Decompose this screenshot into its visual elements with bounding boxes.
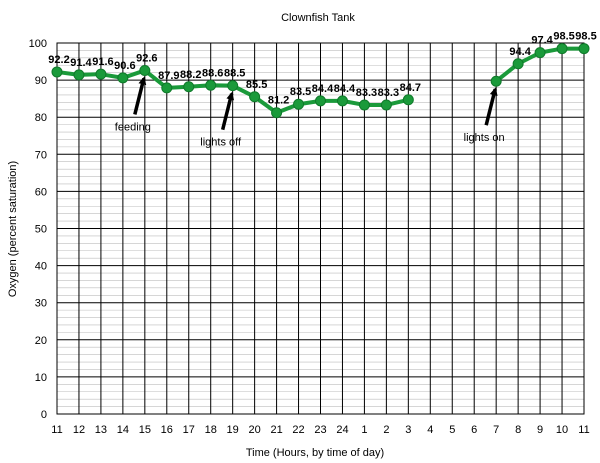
plot-frame xyxy=(56,42,585,415)
y-tick-label: 80 xyxy=(35,112,47,124)
annotations: feeding lights off lights on xyxy=(115,76,505,149)
data-point xyxy=(490,75,502,87)
data-label: 90.6 xyxy=(114,60,135,72)
y-tick-label: 70 xyxy=(35,149,47,161)
data-point xyxy=(556,43,568,55)
x-tick-label: 18 xyxy=(205,424,217,436)
data-point xyxy=(358,99,370,111)
x-tick-label: 7 xyxy=(493,424,499,436)
chart-title: Clownfish Tank xyxy=(281,12,355,24)
y-tick-label: 90 xyxy=(35,75,47,87)
x-tick-label: 19 xyxy=(227,424,239,436)
data-point xyxy=(73,69,85,81)
x-tick-label: 3 xyxy=(405,424,411,436)
data-point xyxy=(380,99,392,111)
y-tick-label: 20 xyxy=(35,335,47,347)
y-tick-label: 30 xyxy=(35,298,47,310)
data-point xyxy=(161,82,173,94)
data-label: 91.4 xyxy=(70,57,92,69)
x-tick-label: 6 xyxy=(471,424,477,436)
data-point xyxy=(271,107,283,119)
y-axis-ticks: 0 10 20 30 40 50 60 70 80 90 100 xyxy=(29,38,47,421)
data-label: 98.5 xyxy=(575,31,596,43)
x-tick-label: 23 xyxy=(314,424,326,436)
data-point xyxy=(117,72,129,84)
data-label: 81.2 xyxy=(268,95,289,107)
data-point xyxy=(534,47,546,59)
data-point xyxy=(183,81,195,93)
data-label: 92.2 xyxy=(48,54,69,66)
x-axis-label: Time (Hours, by time of day) xyxy=(246,447,384,459)
data-point xyxy=(293,98,305,110)
data-point xyxy=(51,66,63,78)
x-tick-label: 17 xyxy=(183,424,195,436)
data-label: 97.4 xyxy=(531,35,553,47)
data-label: 94.4 xyxy=(509,46,531,58)
annotation-arrow xyxy=(220,91,235,131)
data-label: 84.7 xyxy=(400,82,421,94)
x-tick-label: 12 xyxy=(73,424,85,436)
data-label: 88.6 xyxy=(202,67,223,79)
data-point xyxy=(205,79,217,91)
x-tick-label: 11 xyxy=(51,424,62,436)
x-tick-label: 15 xyxy=(139,424,151,436)
x-tick-label: 22 xyxy=(292,424,304,436)
data-label: 91.6 xyxy=(92,56,113,68)
data-label: 83.5 xyxy=(290,86,311,98)
y-tick-label: 0 xyxy=(41,409,47,421)
data-point xyxy=(402,94,414,106)
data-point xyxy=(95,68,107,80)
annotation-label: lights off xyxy=(200,137,242,149)
data-point xyxy=(336,95,348,107)
data-label: 83.3 xyxy=(356,87,377,99)
y-axis-label: Oxygen (percent saturation) xyxy=(7,161,19,297)
data-label: 87.9 xyxy=(158,70,179,82)
x-tick-label: 4 xyxy=(427,424,433,436)
data-label: 98.5 xyxy=(553,31,574,43)
x-tick-label: 24 xyxy=(336,424,348,436)
data-point xyxy=(139,64,151,76)
y-tick-label: 10 xyxy=(35,372,47,384)
x-tick-label: 16 xyxy=(161,424,173,436)
x-tick-label: 1 xyxy=(361,424,367,436)
x-tick-label: 13 xyxy=(95,424,107,436)
y-tick-label: 50 xyxy=(35,224,47,236)
x-tick-label: 11 xyxy=(578,424,589,436)
data-label: 83.3 xyxy=(378,87,399,99)
y-tick-label: 100 xyxy=(29,38,47,50)
x-tick-label: 21 xyxy=(270,424,282,436)
data-point xyxy=(315,95,326,107)
x-tick-label: 8 xyxy=(515,424,521,436)
x-tick-label: 10 xyxy=(556,424,568,436)
x-tick-label: 9 xyxy=(537,424,543,436)
data-label: 84.4 xyxy=(312,83,334,95)
annotation-label: lights on xyxy=(464,132,505,144)
series-oxygen: 92.2 91.4 91.6 90.692.687.9 88.2 88.6 88.585.5… xyxy=(48,31,597,119)
data-point xyxy=(512,58,524,70)
annotation-label: feeding xyxy=(115,121,151,133)
data-label: 85.5 xyxy=(246,79,267,91)
data-point xyxy=(578,43,590,55)
data-label: 88.5 xyxy=(224,68,245,80)
data-label: 84.4 xyxy=(334,83,356,95)
data-label: 92.6 xyxy=(136,52,157,64)
y-tick-label: 40 xyxy=(35,261,47,273)
x-tick-label: 5 xyxy=(449,424,455,436)
data-point xyxy=(249,91,261,103)
x-tick-label: 2 xyxy=(383,424,389,436)
annotation-arrow xyxy=(484,87,498,126)
annotation-arrow xyxy=(133,76,147,115)
x-axis-ticks: 11 12 13 14 15 16 17 18 19 20 21 22 23 24 1 2 3 4 5 6 7 8 9 10 1… xyxy=(51,424,589,436)
y-tick-label: 60 xyxy=(35,186,47,198)
data-label: 88.2 xyxy=(180,69,201,81)
x-tick-label: 20 xyxy=(249,424,261,436)
x-tick-label: 14 xyxy=(117,424,129,436)
grid xyxy=(56,42,585,415)
data-point xyxy=(227,80,239,92)
